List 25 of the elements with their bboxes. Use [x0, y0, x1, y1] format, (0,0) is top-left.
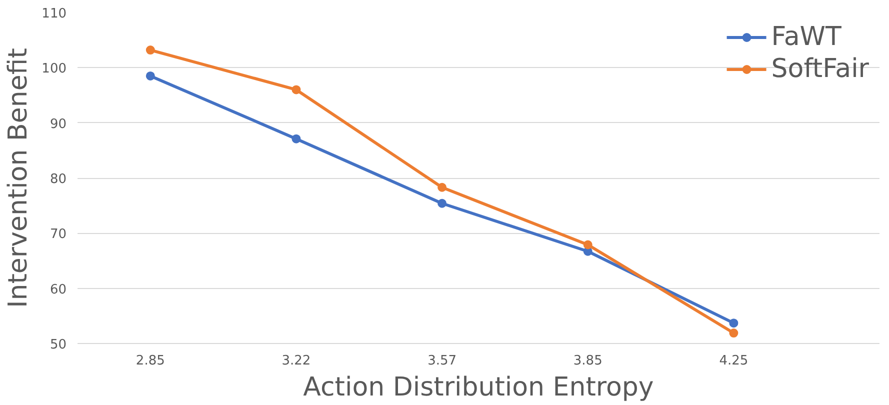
y-tick-label: 50: [50, 338, 67, 352]
point: [729, 328, 738, 338]
y-axis-title: Intervention Benefit: [4, 48, 34, 308]
point: [729, 318, 738, 328]
x-axis-title: Action Distribution Entropy: [303, 372, 654, 402]
point: [583, 240, 592, 250]
point: [292, 134, 301, 144]
x-tick-label: 3.57: [428, 354, 457, 368]
point: [146, 71, 155, 80]
y-tick-label: 80: [50, 172, 67, 187]
y-tick-label: 110: [42, 6, 67, 22]
x-tick-label: 2.85: [136, 354, 165, 368]
legend-label: SoftFair: [771, 54, 869, 84]
point: [438, 198, 447, 208]
y-tick-label: 70: [50, 227, 67, 242]
legend-label: FaWT: [771, 22, 842, 52]
x-tick-label: 4.25: [719, 354, 748, 368]
x-tick-label: 3.85: [573, 354, 602, 368]
point: [438, 182, 447, 192]
point: [146, 46, 155, 55]
y-tick-label: 60: [50, 282, 67, 298]
y-tick-label: 100: [42, 62, 67, 77]
x-tick-label: 3.22: [282, 354, 311, 368]
y-tick-label: 90: [50, 116, 67, 132]
point: [292, 85, 301, 94]
